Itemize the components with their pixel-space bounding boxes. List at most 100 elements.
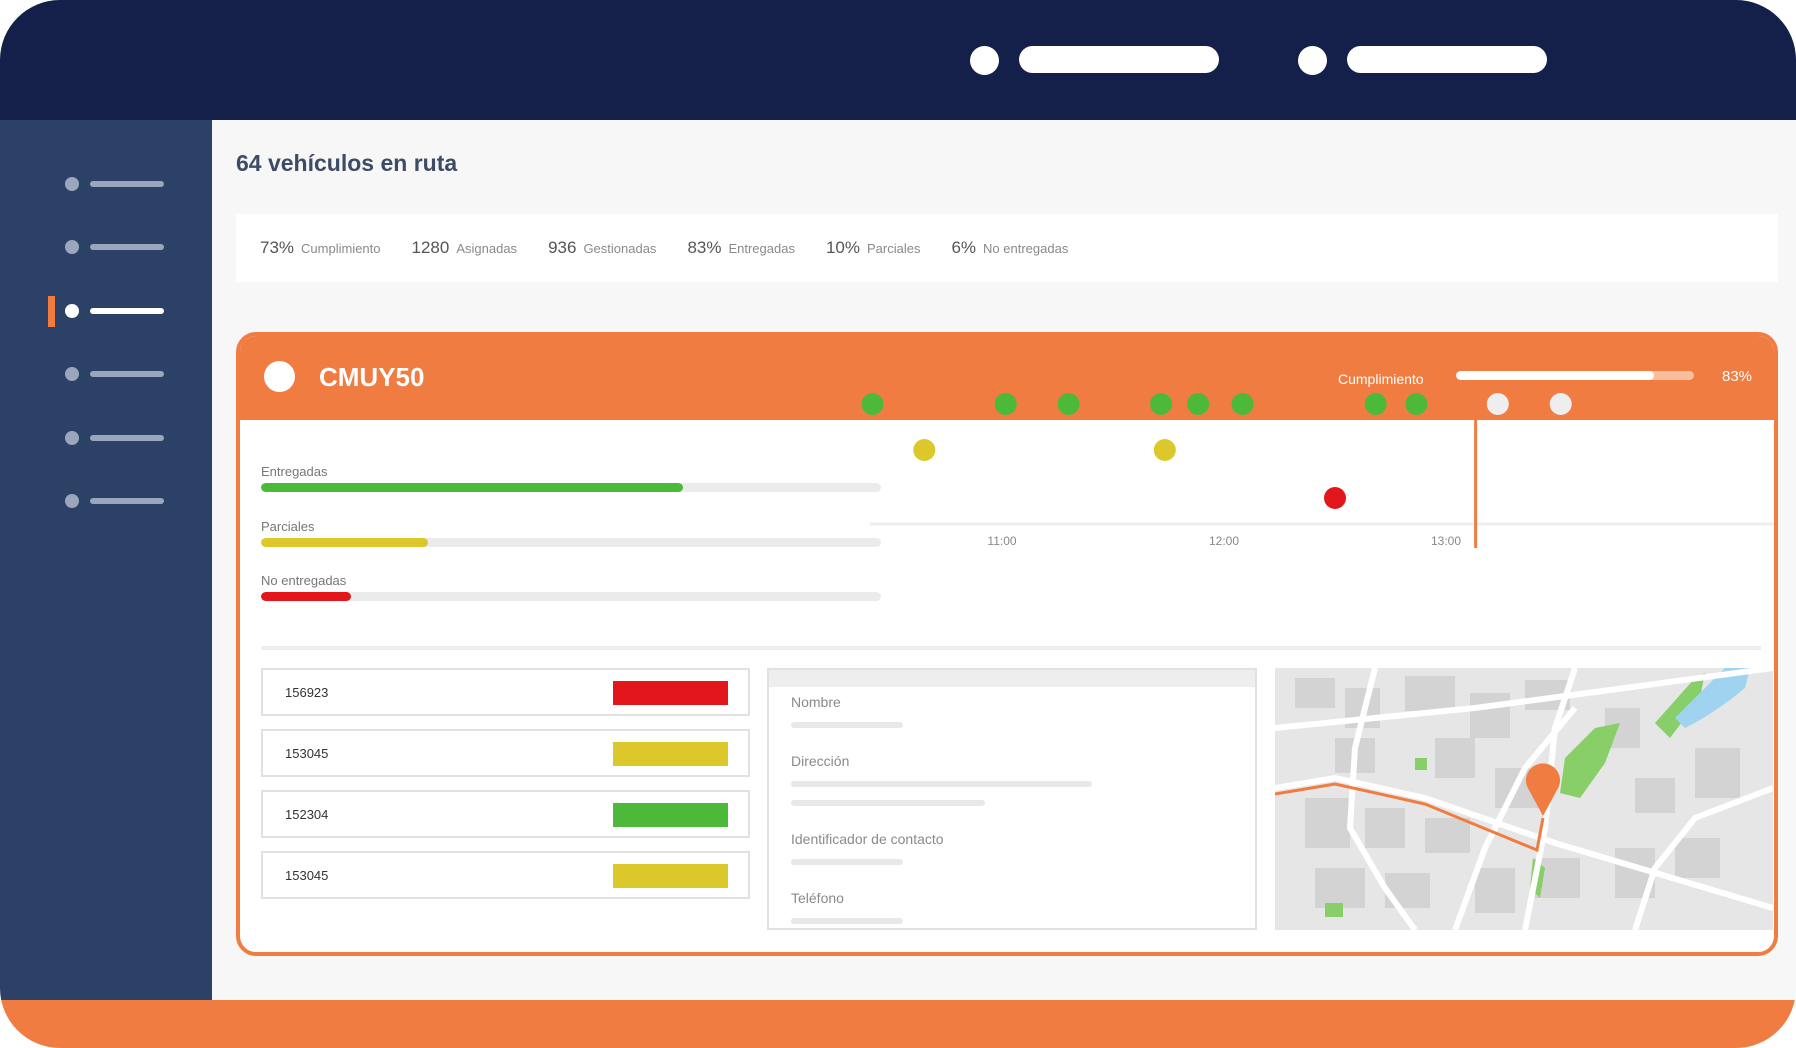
- stat-no-entregadas: 6% No entregadas: [951, 238, 1068, 258]
- compliance-progress: [1456, 371, 1694, 380]
- bar-no-entregadas: No entregadas: [261, 573, 881, 601]
- bar-label: Entregadas: [261, 464, 328, 479]
- sidebar-item-2[interactable]: [48, 237, 178, 257]
- bar-track: [261, 538, 881, 547]
- delivery-timeline: 11:00 12:00 13:00: [861, 384, 1774, 548]
- bar-fill: [261, 538, 429, 547]
- timeline-event-delivered[interactable]: [1150, 393, 1173, 415]
- page-title: 64 vehículos en ruta: [236, 150, 458, 176]
- nav-bullet-icon: [65, 431, 79, 445]
- vehicle-card[interactable]: CMUY50 Cumplimiento 83% Entregadas Parci…: [236, 332, 1778, 956]
- top-bar: [0, 0, 1796, 120]
- timeline-event-delivered[interactable]: [1057, 393, 1080, 415]
- bar-entregadas: Entregadas: [261, 464, 881, 492]
- route-map[interactable]: [1275, 668, 1773, 930]
- field-label-nombre: Nombre: [791, 694, 841, 710]
- vehicle-id: CMUY50: [319, 362, 425, 392]
- stat-value: 83%: [687, 238, 722, 257]
- nav-bullet-icon: [65, 304, 79, 318]
- stat-cumplimiento: 73% Cumplimiento: [260, 238, 381, 258]
- field-value-placeholder: [791, 800, 985, 806]
- stat-value: 936: [548, 238, 577, 257]
- sidebar: [0, 120, 212, 1000]
- active-marker: [48, 296, 55, 327]
- stat-parciales: 10% Parciales: [826, 238, 921, 258]
- nav-label-placeholder: [90, 308, 164, 314]
- stat-label: Cumplimiento: [301, 241, 381, 256]
- field-label-direccion: Dirección: [791, 753, 850, 769]
- stat-value: 10%: [825, 238, 860, 257]
- timeline-event-partial[interactable]: [913, 439, 936, 461]
- compliance-label: Cumplimiento: [1338, 371, 1424, 387]
- header-control-2-icon[interactable]: [1298, 46, 1327, 75]
- order-row[interactable]: 152304: [261, 790, 750, 838]
- nav-label-placeholder: [90, 371, 164, 377]
- sidebar-item-4[interactable]: [48, 364, 178, 384]
- nav-label-placeholder: [90, 498, 164, 504]
- field-value-placeholder: [791, 722, 903, 728]
- compliance-value: 83%: [1722, 368, 1753, 385]
- field-label-telefono: Teléfono: [791, 890, 844, 906]
- timeline-event-not-delivered[interactable]: [1324, 487, 1346, 509]
- order-id: 153045: [285, 868, 329, 883]
- order-status-badge: [613, 742, 728, 766]
- nav-bullet-icon: [65, 177, 79, 191]
- bar-parciales: Parciales: [261, 519, 881, 547]
- bottom-bar: [0, 1000, 1796, 1048]
- bar-fill: [261, 483, 683, 492]
- detail-panel-header: [769, 670, 1255, 687]
- bar-label: No entregadas: [261, 573, 347, 588]
- header-control-1-icon[interactable]: [970, 46, 999, 75]
- stat-asignadas: 1280 Asignadas: [412, 238, 518, 258]
- timeline-event-partial[interactable]: [1153, 439, 1176, 461]
- nav-bullet-icon: [65, 367, 79, 381]
- stat-value: 1280: [411, 238, 450, 257]
- timeline-event-delivered[interactable]: [861, 393, 884, 415]
- order-status-badge: [613, 864, 728, 888]
- field-value-placeholder: [791, 859, 903, 865]
- timeline-event-delivered[interactable]: [1231, 393, 1254, 415]
- order-status-badge: [613, 803, 728, 827]
- map-pin-icon: [1526, 763, 1560, 816]
- bar-label: Parciales: [261, 519, 315, 534]
- sidebar-item-5[interactable]: [48, 428, 178, 448]
- sidebar-item-6[interactable]: [48, 491, 178, 511]
- bar-fill: [261, 592, 351, 601]
- bar-track: [261, 592, 881, 601]
- stat-entregadas: 83% Entregadas: [687, 238, 795, 258]
- map-water: [1675, 668, 1750, 728]
- stat-gestionadas: 936 Gestionadas: [548, 238, 656, 258]
- stat-label: Asignadas: [456, 241, 518, 256]
- header-control-1-pill[interactable]: [1019, 46, 1219, 73]
- nav-bullet-icon: [65, 494, 79, 508]
- order-row[interactable]: 153045: [261, 729, 750, 777]
- order-row[interactable]: 156923: [261, 668, 750, 716]
- timeline-tick-label: 12:00: [1209, 534, 1239, 548]
- stat-value: 6%: [951, 238, 977, 257]
- field-value-placeholder: [791, 781, 1092, 787]
- order-id: 152304: [285, 807, 329, 822]
- section-divider: [261, 646, 1761, 650]
- stat-label: Parciales: [867, 241, 921, 256]
- order-id: 156923: [285, 685, 329, 700]
- stat-value: 73%: [260, 238, 295, 257]
- nav-label-placeholder: [90, 244, 164, 250]
- stats-summary: 73% Cumplimiento 1280 Asignadas 936 Gestion…: [236, 214, 1778, 282]
- order-status-badge: [613, 681, 728, 705]
- stat-label: Gestionadas: [583, 241, 657, 256]
- timeline-event-delivered[interactable]: [1187, 393, 1210, 415]
- timeline-event-delivered[interactable]: [994, 393, 1017, 415]
- nav-label-placeholder: [90, 181, 164, 187]
- compliance-progress-fill: [1456, 371, 1654, 380]
- stat-label: Entregadas: [728, 241, 795, 256]
- nav-bullet-icon: [65, 240, 79, 254]
- timeline-event-delivered[interactable]: [1364, 393, 1387, 415]
- sidebar-item-1[interactable]: [48, 174, 178, 194]
- header-control-2-pill[interactable]: [1347, 46, 1547, 73]
- timeline-event-delivered[interactable]: [1405, 393, 1428, 415]
- nav-label-placeholder: [90, 435, 164, 441]
- order-row[interactable]: 153045: [261, 851, 750, 899]
- timeline-event-pending[interactable]: [1549, 393, 1572, 415]
- timeline-event-pending[interactable]: [1486, 393, 1509, 415]
- sidebar-item-3[interactable]: [48, 296, 178, 327]
